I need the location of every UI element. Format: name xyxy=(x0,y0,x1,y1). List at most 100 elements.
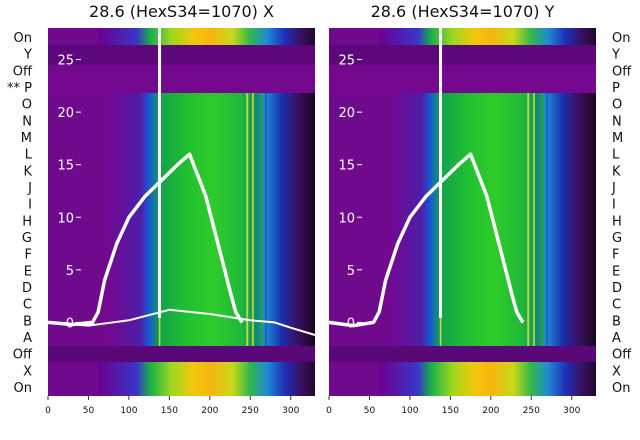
row-label: On xyxy=(612,381,630,396)
row-label: L xyxy=(25,148,33,163)
y-tick-label: 15 xyxy=(57,159,74,174)
heatmap-band-off-bottom xyxy=(329,346,596,362)
row-label: F xyxy=(25,248,32,263)
x-tick-label: 200 xyxy=(482,406,499,416)
row-label: C xyxy=(612,298,621,313)
row-label: G xyxy=(612,231,622,246)
heatmap-band-gap xyxy=(48,65,315,93)
row-label: A xyxy=(23,331,32,346)
row-label: J xyxy=(611,181,616,196)
series-line-1 xyxy=(47,152,244,327)
heatmap-streak xyxy=(259,93,263,346)
row-label: On xyxy=(14,31,32,46)
row-label: M xyxy=(21,131,32,146)
row-label: K xyxy=(23,164,32,179)
row-label: H xyxy=(22,214,32,229)
row-label: ** P xyxy=(7,81,32,96)
x-tick-label: 100 xyxy=(120,406,137,416)
row-label: N xyxy=(612,114,622,129)
row-label: D xyxy=(612,281,622,296)
chart-title: 28.6 (HexS34=1070) Y xyxy=(371,2,555,21)
x-tick-label: 50 xyxy=(364,406,376,416)
row-label: On xyxy=(14,381,32,396)
row-label: Y xyxy=(611,48,620,63)
heatmap-streak xyxy=(540,93,544,346)
y-tick-label: 20 xyxy=(338,106,355,121)
row-label: Off xyxy=(612,348,632,363)
y-tick-label: 5 xyxy=(347,264,355,279)
heatmap-band-off xyxy=(329,45,596,65)
y-tick-label: 25 xyxy=(57,54,74,69)
y-tick-label: 10 xyxy=(338,211,355,226)
x-tick-label: 0 xyxy=(45,406,51,416)
x-tick-label: 300 xyxy=(282,406,299,416)
x-tick-label: 250 xyxy=(523,406,540,416)
row-label: Off xyxy=(13,348,33,363)
heatmap-streak xyxy=(246,93,249,346)
row-label: C xyxy=(23,298,32,313)
x-tick-label: 100 xyxy=(401,406,418,416)
row-label: E xyxy=(24,264,32,279)
row-label: O xyxy=(22,98,32,113)
heatmap xyxy=(48,28,315,396)
series-line-1 xyxy=(328,152,525,328)
spike-line xyxy=(158,28,162,318)
row-label: Y xyxy=(23,48,32,63)
row-label: P xyxy=(612,81,620,96)
row-label: Off xyxy=(13,64,33,79)
x-tick-label: 150 xyxy=(442,406,459,416)
heatmap-band-off xyxy=(48,45,315,65)
x-tick-label: 50 xyxy=(83,406,95,416)
x-tick-label: 150 xyxy=(161,406,178,416)
heatmap-band-off-bottom xyxy=(48,346,315,362)
row-label: J xyxy=(27,181,32,196)
heatmap-streak xyxy=(532,93,535,346)
row-label: L xyxy=(612,148,620,163)
heatmap-band-top xyxy=(379,28,596,45)
row-label: K xyxy=(612,164,621,179)
row-label: M xyxy=(612,131,623,146)
spike-line xyxy=(439,28,443,318)
row-label: N xyxy=(22,114,32,129)
x-tick-label: 300 xyxy=(563,406,580,416)
row-label: B xyxy=(612,314,621,329)
row-label: F xyxy=(612,248,619,263)
heatmap-streak xyxy=(545,93,548,346)
row-label: D xyxy=(22,281,32,296)
row-label: O xyxy=(612,98,622,113)
row-label: On xyxy=(612,31,630,46)
heatmap-band-bottom xyxy=(379,362,596,396)
y-tick-label: 5 xyxy=(66,264,74,279)
y-tick-label: 0 xyxy=(66,316,74,331)
y-tick-label: 0 xyxy=(347,316,355,331)
row-label: Off xyxy=(612,64,632,79)
row-label: E xyxy=(612,264,620,279)
x-tick-label: 250 xyxy=(242,406,259,416)
chart-title: 28.6 (HexS34=1070) X xyxy=(89,2,274,21)
y-tick-label: 10 xyxy=(57,211,74,226)
row-label: H xyxy=(612,214,622,229)
row-label: X xyxy=(23,364,32,379)
heatmap xyxy=(329,28,596,396)
heatmap-band-top xyxy=(98,28,315,45)
heatmap-streak xyxy=(251,93,254,346)
row-label: I xyxy=(28,198,32,213)
row-label: X xyxy=(612,364,621,379)
series-line-2 xyxy=(47,308,316,336)
heatmap-band-gap xyxy=(329,65,596,93)
heatmap-streak xyxy=(527,93,530,346)
x-tick-label: 200 xyxy=(201,406,218,416)
row-label: B xyxy=(23,314,32,329)
y-tick-label: 25 xyxy=(338,54,355,69)
heatmap-streak xyxy=(264,93,267,346)
row-label: I xyxy=(612,198,616,213)
row-label: G xyxy=(22,231,32,246)
x-tick-label: 0 xyxy=(326,406,332,416)
y-tick-label: 20 xyxy=(57,106,74,121)
y-tick-label: 15 xyxy=(338,159,355,174)
row-label: A xyxy=(612,331,621,346)
heatmap-band-bottom xyxy=(98,362,315,396)
